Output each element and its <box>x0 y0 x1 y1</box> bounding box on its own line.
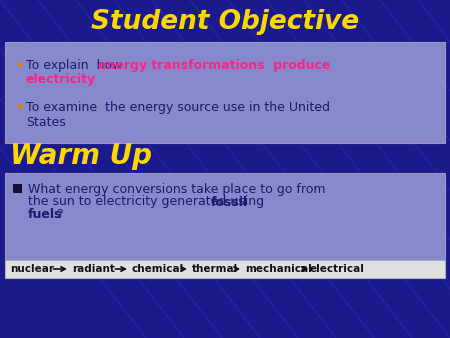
Text: fuels: fuels <box>28 209 63 221</box>
Text: chemical: chemical <box>132 264 184 274</box>
Text: nuclear: nuclear <box>10 264 54 274</box>
Text: •: • <box>14 99 25 117</box>
Text: •: • <box>14 57 25 75</box>
Text: ?: ? <box>56 209 63 221</box>
Text: electrical: electrical <box>310 264 365 274</box>
Text: Student Objective: Student Objective <box>91 9 359 35</box>
Text: thermal: thermal <box>192 264 238 274</box>
Text: the sun to electricity generated using: the sun to electricity generated using <box>28 195 268 209</box>
Text: Warm Up: Warm Up <box>10 142 152 170</box>
FancyBboxPatch shape <box>5 173 445 278</box>
FancyBboxPatch shape <box>5 260 445 278</box>
Text: What energy conversions take place to go from: What energy conversions take place to go… <box>28 183 325 195</box>
Text: To examine  the energy source use in the United: To examine the energy source use in the … <box>26 101 330 115</box>
Text: fossil: fossil <box>211 195 248 209</box>
Text: mechanical: mechanical <box>245 264 312 274</box>
Text: radiant: radiant <box>72 264 115 274</box>
Text: States: States <box>26 116 66 128</box>
Text: electricity: electricity <box>26 73 96 87</box>
FancyBboxPatch shape <box>5 42 445 143</box>
Bar <box>13 184 22 193</box>
Text: To explain  how: To explain how <box>26 59 126 72</box>
Text: energy transformations  produce: energy transformations produce <box>98 59 330 72</box>
